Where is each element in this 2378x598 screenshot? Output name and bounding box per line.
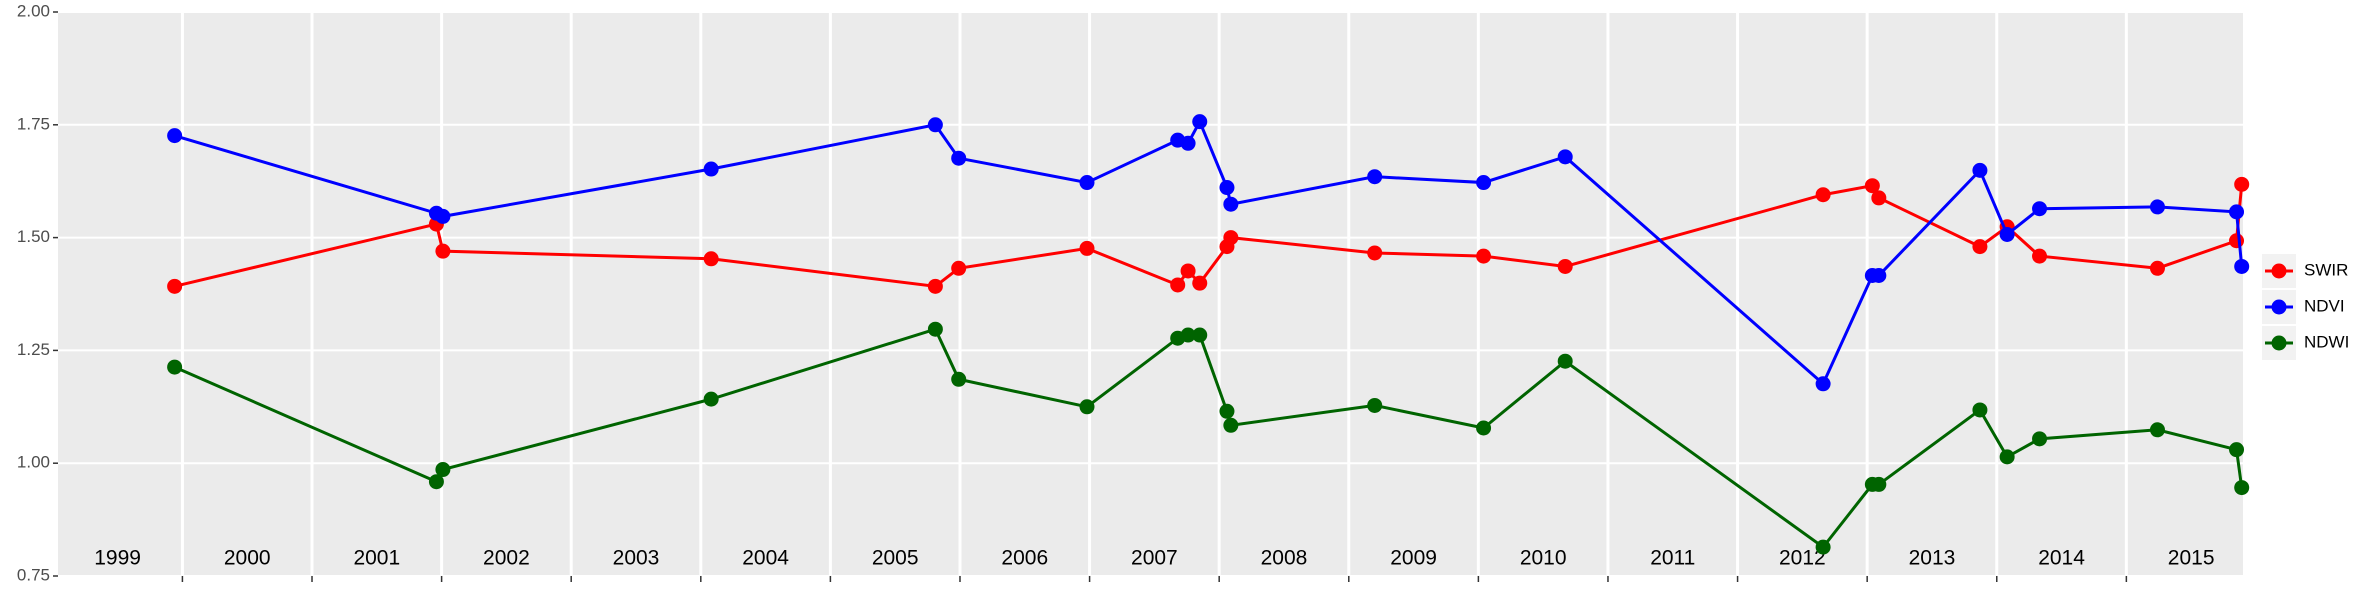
legend-label: NDVI bbox=[2304, 296, 2345, 315]
year-label: 2001 bbox=[353, 547, 400, 570]
data-point bbox=[1223, 230, 1239, 246]
data-point bbox=[2234, 258, 2250, 274]
y-tick-label: 1.25 bbox=[17, 340, 50, 359]
data-point bbox=[1999, 449, 2015, 465]
data-point bbox=[1223, 417, 1239, 433]
year-label: 2009 bbox=[1390, 547, 1437, 570]
year-label: 2006 bbox=[1001, 547, 1048, 570]
data-point bbox=[167, 278, 183, 294]
year-label: 2011 bbox=[1650, 547, 1695, 570]
data-point bbox=[1180, 263, 1196, 279]
data-point bbox=[1219, 180, 1235, 196]
year-label: 2015 bbox=[2168, 547, 2215, 570]
data-point bbox=[1192, 327, 1208, 343]
year-label: 2004 bbox=[742, 547, 789, 570]
data-point bbox=[2032, 431, 2048, 447]
year-label: 2003 bbox=[613, 547, 660, 570]
data-point bbox=[1999, 226, 2015, 242]
year-label: 2007 bbox=[1131, 547, 1178, 570]
data-point bbox=[435, 208, 451, 224]
data-point bbox=[1815, 376, 1831, 392]
legend-label: NDWI bbox=[2304, 332, 2349, 351]
year-label: 2008 bbox=[1261, 547, 1308, 570]
data-point bbox=[927, 321, 943, 337]
year-label: 2013 bbox=[1909, 547, 1956, 570]
data-point bbox=[1476, 175, 1492, 191]
year-label: 2002 bbox=[483, 547, 530, 570]
data-point bbox=[167, 359, 183, 375]
year-label: 2005 bbox=[872, 547, 919, 570]
data-point bbox=[2032, 201, 2048, 217]
year-label: 2000 bbox=[224, 547, 271, 570]
data-point bbox=[1079, 240, 1095, 256]
data-point bbox=[1871, 268, 1887, 284]
data-point bbox=[703, 391, 719, 407]
data-point bbox=[2234, 480, 2250, 496]
data-point bbox=[2149, 422, 2165, 438]
data-point bbox=[435, 243, 451, 259]
legend-key-point bbox=[2271, 299, 2287, 315]
data-point bbox=[1079, 175, 1095, 191]
data-point bbox=[1223, 196, 1239, 212]
plot-panel bbox=[58, 12, 2243, 576]
data-point bbox=[703, 251, 719, 267]
y-tick-label: 0.75 bbox=[17, 565, 50, 584]
data-point bbox=[2149, 260, 2165, 276]
data-point bbox=[1871, 476, 1887, 492]
data-point bbox=[1557, 353, 1573, 369]
y-tick-label: 1.50 bbox=[17, 227, 50, 246]
data-point bbox=[1219, 403, 1235, 419]
data-point bbox=[2149, 199, 2165, 215]
year-label: 2014 bbox=[2038, 547, 2085, 570]
data-point bbox=[1079, 399, 1095, 415]
year-label: 2010 bbox=[1520, 547, 1567, 570]
data-point bbox=[1557, 149, 1573, 165]
data-point bbox=[1367, 245, 1383, 261]
data-point bbox=[2229, 442, 2245, 458]
data-point bbox=[1476, 248, 1492, 264]
data-point bbox=[428, 474, 444, 490]
data-point bbox=[1476, 420, 1492, 436]
data-point bbox=[1557, 258, 1573, 274]
data-point bbox=[951, 150, 967, 166]
data-point bbox=[435, 462, 451, 478]
y-tick-label: 2.00 bbox=[17, 1, 50, 20]
data-point bbox=[2229, 204, 2245, 220]
data-point bbox=[703, 161, 719, 177]
data-point bbox=[1815, 187, 1831, 203]
data-point bbox=[1367, 397, 1383, 413]
data-point bbox=[1864, 178, 1880, 194]
legend-label: SWIR bbox=[2304, 260, 2348, 279]
data-point bbox=[1367, 169, 1383, 185]
data-point bbox=[1972, 239, 1988, 255]
year-label: 2012 bbox=[1779, 547, 1826, 570]
data-point bbox=[1972, 402, 1988, 418]
legend-key-point bbox=[2271, 335, 2287, 351]
data-point bbox=[951, 371, 967, 387]
data-point bbox=[1170, 277, 1186, 293]
data-point bbox=[1192, 114, 1208, 130]
data-point bbox=[1815, 539, 1831, 555]
data-point bbox=[1192, 275, 1208, 291]
data-point bbox=[927, 117, 943, 133]
data-point bbox=[1180, 327, 1196, 343]
data-point bbox=[1180, 135, 1196, 151]
data-point bbox=[2234, 176, 2250, 192]
y-tick-label: 1.00 bbox=[17, 453, 50, 472]
data-point bbox=[951, 260, 967, 276]
data-point bbox=[2032, 248, 2048, 264]
data-point bbox=[167, 128, 183, 144]
year-label: 1999 bbox=[94, 547, 141, 570]
data-point bbox=[1871, 190, 1887, 206]
data-point bbox=[2229, 233, 2245, 249]
y-tick-label: 1.75 bbox=[17, 114, 50, 133]
data-point bbox=[1972, 162, 1988, 178]
legend-key-point bbox=[2271, 263, 2287, 279]
data-point bbox=[927, 278, 943, 294]
